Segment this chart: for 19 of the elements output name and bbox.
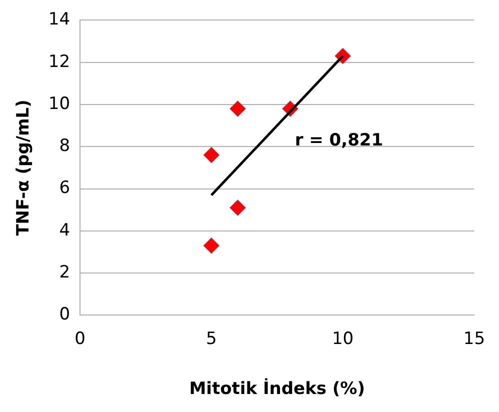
- annotation: r = 0,821: [294, 130, 384, 151]
- y-tick-label: 6: [59, 178, 70, 198]
- y-tick-label: 10: [48, 94, 70, 114]
- y-tick-label: 4: [59, 220, 70, 240]
- y-tick-label: 0: [59, 304, 70, 325]
- y-tick-label: 8: [59, 136, 70, 156]
- point: [203, 237, 220, 254]
- y-axis-title: TNF-α (pg/mL): [14, 100, 34, 236]
- x-tick-label: 15: [463, 328, 486, 349]
- y-tick-label: 12: [48, 52, 70, 72]
- point: [229, 199, 246, 216]
- x-tick-label: 5: [206, 328, 217, 349]
- point: [203, 146, 220, 164]
- point: [229, 100, 246, 117]
- x-tick-label: 0: [74, 328, 86, 349]
- y-tick-label: 14: [48, 10, 70, 30]
- x-axis-title: Mitotik İndeks (%): [189, 378, 365, 400]
- y-tick-label: 2: [59, 262, 70, 282]
- x-tick-label: 10: [332, 328, 354, 349]
